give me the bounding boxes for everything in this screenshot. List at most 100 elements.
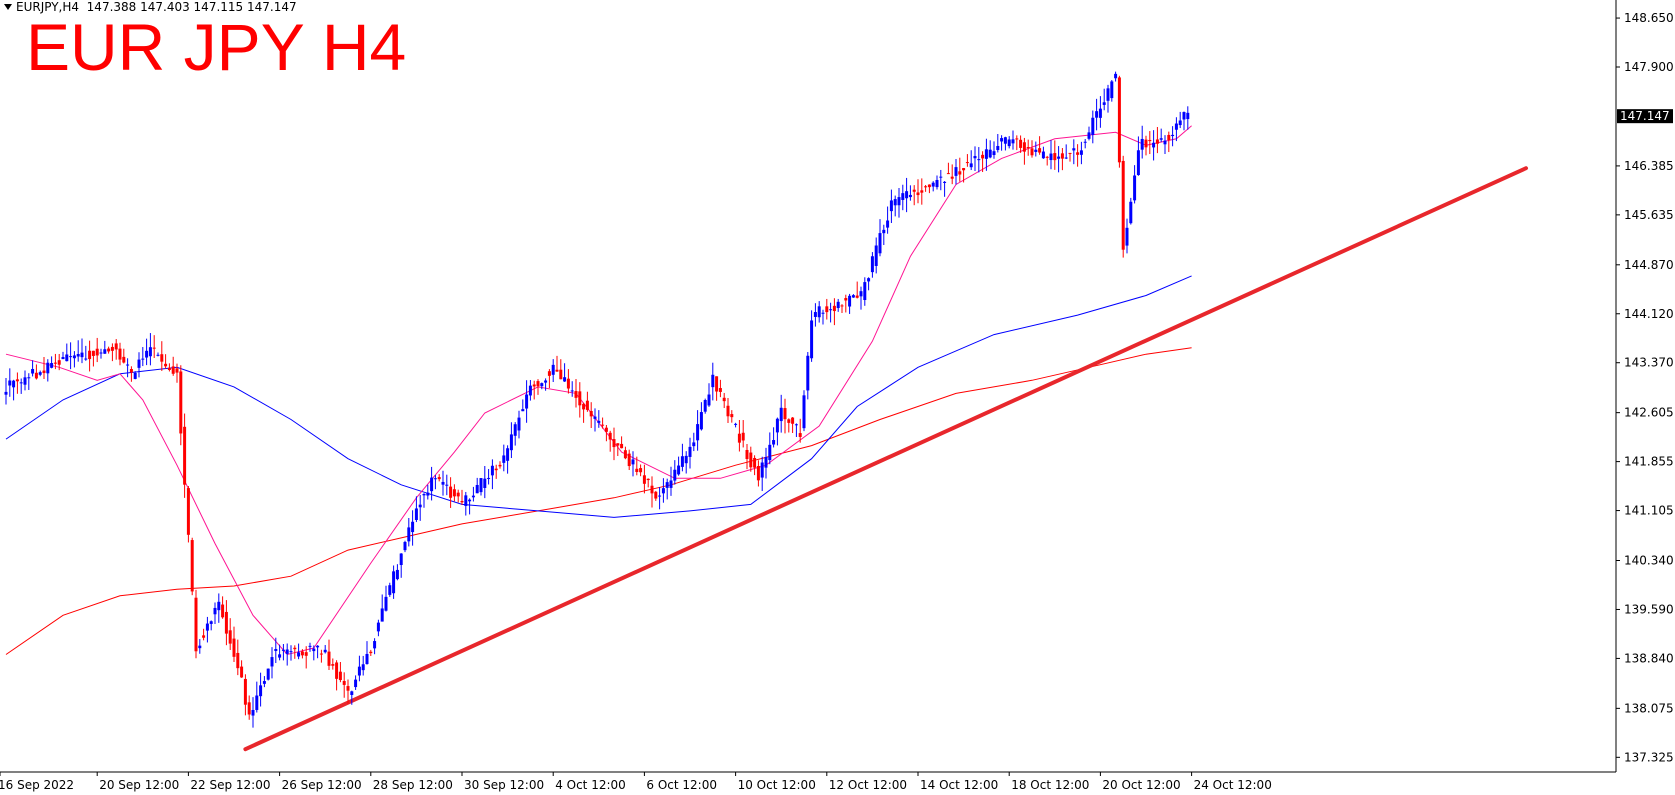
candle-body — [1015, 138, 1019, 140]
candle-body — [654, 491, 658, 499]
candle-body — [240, 666, 244, 678]
candle-body — [1129, 201, 1133, 224]
candle-body — [661, 488, 665, 494]
current-price-box — [1617, 109, 1673, 124]
candle-body — [304, 652, 308, 656]
time-tick-label: 22 Sep 12:00 — [190, 778, 270, 792]
candle-body — [1011, 139, 1015, 144]
dropdown-icon[interactable] — [4, 3, 12, 10]
candle-body — [604, 427, 608, 432]
time-tick-label: 18 Oct 12:00 — [1011, 778, 1089, 792]
candle-body — [817, 306, 821, 318]
ma-slow-line — [5, 347, 1192, 655]
candle-body — [1057, 156, 1061, 159]
candle-body — [285, 649, 289, 654]
candle-body — [91, 350, 95, 356]
candle-body — [1121, 160, 1125, 250]
candle-body — [825, 306, 829, 313]
candle-body — [1091, 117, 1095, 135]
candle-body — [996, 145, 1000, 151]
candle-body — [1095, 111, 1099, 118]
candle-body — [589, 410, 593, 417]
candle-body — [8, 380, 12, 386]
candle-body — [935, 179, 939, 188]
candle-body — [627, 453, 631, 467]
candle-body — [764, 456, 768, 468]
candle-body — [122, 356, 126, 363]
candle-body — [521, 409, 525, 412]
candle-body — [920, 190, 924, 193]
candle-body — [414, 508, 418, 520]
candle-body — [171, 366, 175, 374]
candle-body — [1053, 153, 1057, 161]
candle-body — [924, 186, 928, 188]
candle-body — [851, 295, 855, 298]
candle-body — [1178, 120, 1182, 126]
candle-body — [585, 400, 589, 410]
candle-body — [1136, 150, 1140, 176]
candle-body — [718, 388, 722, 392]
trendline[interactable] — [243, 166, 1528, 752]
candle-body — [540, 383, 544, 387]
candle-body — [1041, 151, 1045, 159]
candle-body — [859, 291, 863, 297]
candle-body — [616, 443, 620, 446]
chart-title-overlay: EUR JPY H4 — [26, 10, 407, 84]
candle-body — [642, 475, 646, 484]
candle-body — [981, 154, 985, 159]
candle-body — [338, 671, 342, 681]
candle-body — [76, 353, 80, 357]
candle-body — [863, 282, 867, 301]
candle-body — [460, 501, 464, 503]
candle-body — [224, 611, 228, 634]
candle-body — [289, 651, 293, 653]
candle-body — [867, 278, 871, 282]
candle-body — [551, 364, 555, 375]
candle-body — [61, 357, 65, 360]
candle-body — [498, 464, 502, 467]
candle-body — [281, 649, 285, 651]
candle-body — [1114, 73, 1118, 79]
candle-body — [931, 182, 935, 187]
candle-body — [1076, 152, 1080, 155]
candle-body — [213, 607, 217, 615]
time-tick-label: 28 Sep 12:00 — [373, 778, 453, 792]
candle-body — [243, 678, 247, 705]
candle-body — [566, 378, 570, 389]
candle-body — [943, 181, 947, 183]
candle-body — [65, 354, 69, 362]
candle-body — [699, 412, 703, 430]
candle-body — [1038, 148, 1042, 153]
candle-body — [346, 686, 350, 691]
candle-body — [129, 369, 133, 373]
candle-body — [494, 468, 498, 471]
candle-body — [251, 709, 255, 716]
candle-body — [886, 220, 890, 228]
candle-body — [745, 449, 749, 459]
candle-body — [194, 597, 198, 652]
candle-body — [1125, 227, 1129, 246]
candle-body — [623, 450, 627, 459]
candle-body — [779, 407, 783, 422]
candle-body — [635, 468, 639, 472]
candle-body — [536, 381, 540, 387]
candle-body — [84, 358, 88, 360]
candle-body — [266, 668, 270, 680]
candle-body — [673, 469, 677, 481]
candle-body — [962, 168, 966, 171]
candle-body — [692, 442, 696, 447]
candle-body — [392, 571, 396, 594]
candle-body — [236, 652, 240, 669]
candle-body — [395, 569, 399, 580]
candle-body — [126, 364, 130, 366]
candle-body — [479, 478, 483, 493]
candle-body — [1019, 139, 1023, 148]
candle-body — [582, 403, 586, 410]
candle-body — [464, 495, 468, 506]
candle-body — [525, 394, 529, 409]
candle-body — [487, 477, 491, 479]
candle-body — [471, 495, 475, 498]
time-tick-label: 16 Sep 2022 — [0, 778, 74, 792]
